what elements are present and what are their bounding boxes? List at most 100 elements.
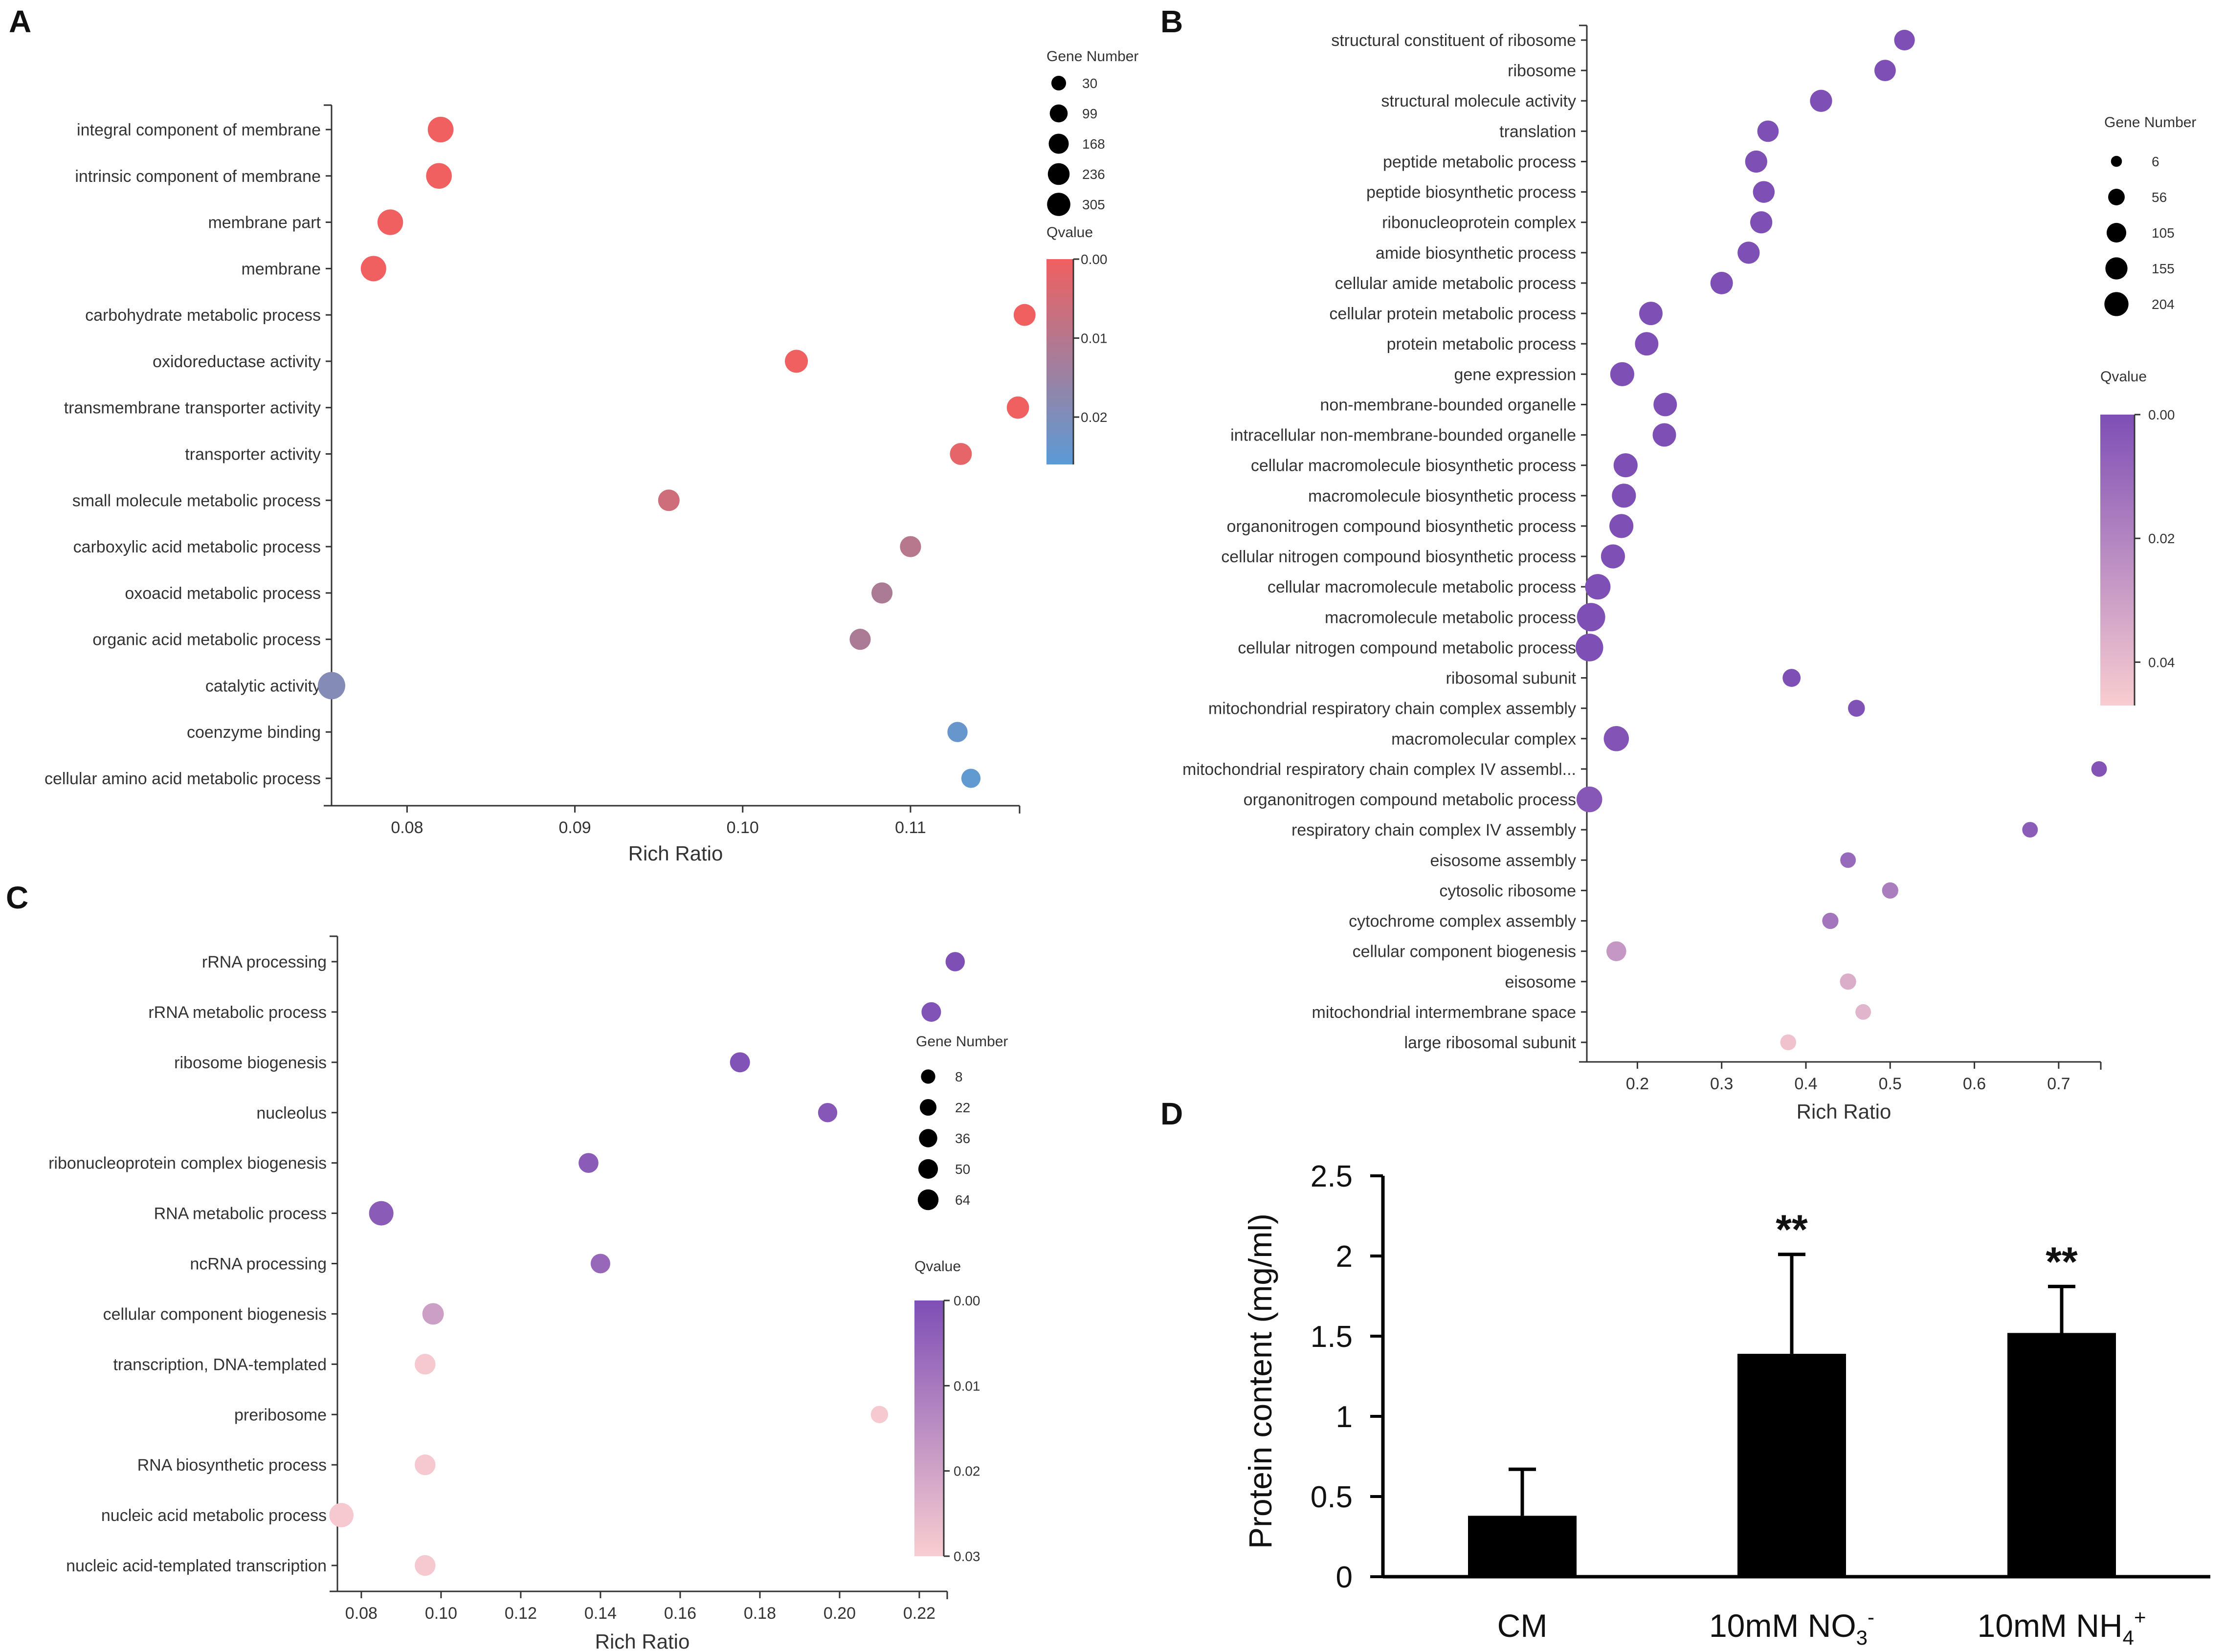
term-label: carboxylic acid metabolic process — [73, 538, 321, 556]
x-tick-label: 0.10 — [425, 1604, 457, 1623]
size-legend-label: 50 — [955, 1162, 970, 1177]
x-tick-label: 0.3 — [1710, 1075, 1733, 1093]
term-label: mitochondrial respiratory chain complex … — [1182, 760, 1576, 779]
category-label: 10mM NH4+ — [1978, 1606, 2146, 1649]
category-label-base: CM — [1497, 1608, 1548, 1644]
term-label: structural constituent of ribosome — [1331, 31, 1576, 50]
bubble — [1750, 211, 1773, 234]
size-legend-label: 8 — [955, 1069, 963, 1084]
bubble — [377, 209, 403, 235]
color-legend-label: 0.01 — [954, 1378, 980, 1393]
bubble — [961, 769, 981, 788]
size-legend-label: 6 — [2152, 154, 2159, 169]
term-label: ribosome biogenesis — [174, 1054, 327, 1072]
y-tick-label: 0.5 — [1311, 1480, 1353, 1514]
bubble — [730, 1052, 750, 1073]
term-label: cellular nitrogen compound biosynthetic … — [1221, 548, 1576, 566]
bubble — [658, 489, 680, 511]
panel-d-protein-content-bar-chart: D 0 0.5 1 1.5 2 2.5 Protein content (mg/ml) CM **… — [1160, 1096, 2210, 1649]
term-label: macromolecule biosynthetic process — [1308, 487, 1576, 506]
x-tick-label: 0.08 — [391, 818, 423, 837]
x-tick-label: 0.20 — [823, 1604, 856, 1623]
size-legend-dot — [1047, 163, 1070, 185]
term-label: non-membrane-bounded organelle — [1320, 396, 1576, 414]
significance-marker: ** — [2046, 1238, 2078, 1284]
term-label: cellular component biogenesis — [1353, 943, 1576, 961]
bubble — [1601, 544, 1625, 569]
size-legend-dot — [1048, 133, 1069, 154]
term-label: nucleic acid metabolic process — [101, 1506, 327, 1525]
bubble — [1753, 181, 1775, 203]
bubble — [1585, 574, 1611, 600]
category-label-base: 10mM NH — [1978, 1608, 2123, 1644]
bubble — [1577, 603, 1605, 632]
bubble — [1613, 453, 1638, 478]
color-legend-bar — [2100, 415, 2135, 705]
term-label: cellular macromolecule biosynthetic proc… — [1251, 457, 1576, 475]
term-label: gene expression — [1454, 365, 1576, 384]
term-label: organic acid metabolic process — [92, 631, 321, 649]
bar — [1737, 1354, 1846, 1577]
term-label: protein metabolic process — [1387, 335, 1576, 353]
bubble — [818, 1103, 838, 1123]
bubble — [945, 952, 965, 971]
category-label-subscript: 4 — [2123, 1626, 2134, 1649]
bubble — [1006, 396, 1029, 419]
bubble — [785, 350, 808, 373]
bubble — [590, 1254, 610, 1274]
bubble — [1710, 272, 1733, 294]
term-label: cellular macromolecule metabolic process — [1268, 578, 1576, 596]
term-label: translation — [1499, 122, 1576, 141]
bubble — [871, 582, 893, 604]
size-legend-label: 168 — [1082, 136, 1105, 152]
x-tick-label: 0.09 — [559, 818, 591, 837]
size-legend-dot — [918, 1159, 938, 1179]
term-label: cellular protein metabolic process — [1329, 305, 1576, 323]
bubble — [329, 1503, 354, 1527]
term-label: small molecule metabolic process — [72, 491, 321, 510]
term-label: rRNA processing — [202, 953, 327, 971]
size-legend-label: 105 — [2152, 225, 2175, 241]
bubble — [1013, 304, 1036, 326]
term-label: amide biosynthetic process — [1376, 244, 1576, 263]
term-label: respiratory chain complex IV assembly — [1291, 821, 1576, 839]
bubble — [1603, 726, 1629, 751]
color-legend-label: 0.04 — [2148, 655, 2175, 670]
x-axis-title: Rich Ratio — [1797, 1100, 1891, 1123]
x-tick-label: 0.22 — [903, 1604, 935, 1623]
size-legend-dot — [1051, 75, 1067, 91]
bubble — [1855, 1004, 1871, 1020]
bubble — [2091, 761, 2107, 777]
size-legend-dot — [917, 1189, 939, 1211]
term-label: oxidoreductase activity — [153, 352, 321, 371]
bubble — [1780, 1034, 1797, 1051]
bubble — [849, 629, 871, 650]
bubble — [318, 672, 345, 700]
bubble — [1652, 423, 1676, 447]
bubble — [426, 163, 452, 189]
term-label: intrinsic component of membrane — [75, 167, 321, 186]
bubble — [1840, 852, 1856, 868]
x-tick-label: 0.08 — [345, 1604, 378, 1623]
x-tick-label: 0.11 — [895, 818, 926, 837]
term-label: membrane part — [208, 214, 321, 232]
bubble — [2022, 822, 2038, 838]
term-label: eisosome — [1505, 973, 1576, 991]
y-tick-label: 2 — [1336, 1240, 1353, 1274]
term-label: coenzyme binding — [187, 723, 321, 742]
term-label: intracellular non-membrane-bounded organ… — [1230, 426, 1576, 445]
term-label: transporter activity — [185, 445, 321, 464]
bubble — [1653, 393, 1677, 417]
x-axis-title: Rich Ratio — [595, 1630, 690, 1652]
size-legend-label: 36 — [955, 1131, 970, 1146]
color-legend-label: 0.01 — [1081, 331, 1108, 346]
size-legend-dot — [919, 1099, 937, 1116]
x-tick-label: 0.10 — [727, 818, 759, 837]
category-label-superscript: + — [2134, 1606, 2146, 1629]
color-legend-label: 0.02 — [1081, 410, 1108, 425]
bubble — [900, 536, 921, 557]
x-axis-title: Rich Ratio — [628, 842, 723, 865]
size-legend-title: Gene Number — [916, 1034, 1008, 1050]
bubble — [1610, 362, 1634, 386]
